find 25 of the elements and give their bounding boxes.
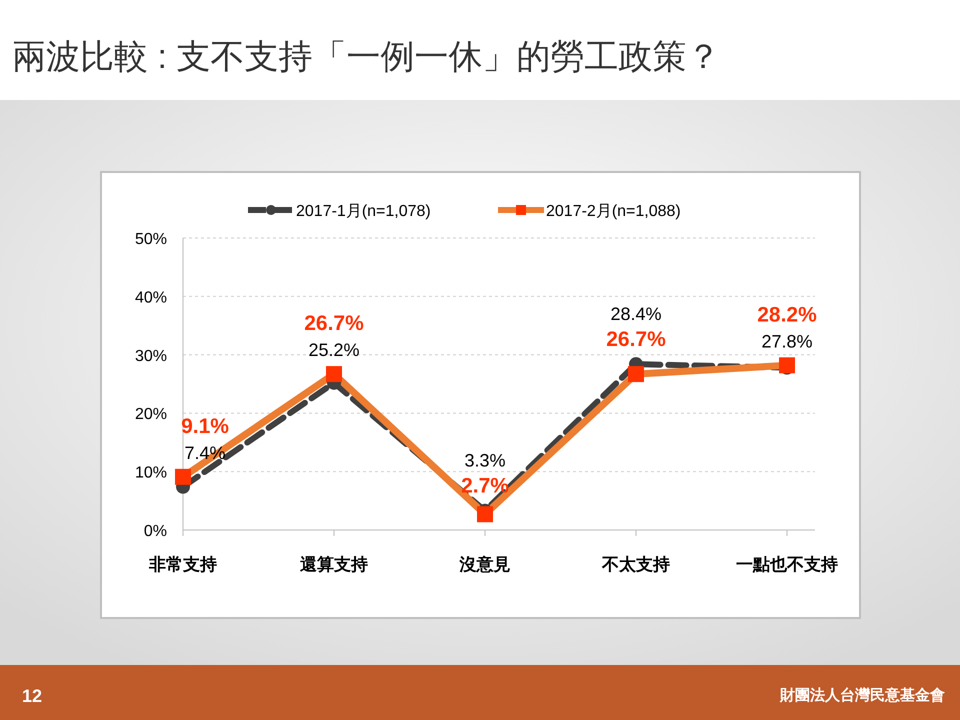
text: 財團法人台灣民意基金會 (779, 687, 945, 704)
data-label: 26.7% (606, 328, 666, 352)
y-tick-label: 0% (144, 523, 167, 540)
x-tick-label: 不太支持 (601, 555, 670, 574)
y-tick-label: 30% (134, 348, 167, 365)
data-label: 27.8% (761, 331, 813, 352)
x-tick-label: 一點也不支持 (736, 555, 838, 574)
y-tick-label: 50% (134, 231, 167, 248)
title: 兩波比較 : 支不支持「一例一休」的勞工政策？ (12, 38, 720, 76)
data-label: 25.2% (308, 340, 360, 360)
data-label: 28.4% (610, 304, 662, 324)
data-label: 2.7% (461, 474, 510, 498)
x-tick-label: 還算支持 (300, 555, 368, 574)
x-tick-label: 非常支持 (148, 555, 217, 574)
legend-label: 2017-1月(n=1,078) (296, 203, 431, 220)
data-label: 26.7% (304, 312, 364, 336)
legend-label: 2017-2月(n=1,088) (546, 203, 681, 220)
y-tick-label: 40% (134, 289, 167, 306)
data-label: 9.1% (181, 414, 230, 438)
y-tick-label: 10% (134, 464, 167, 482)
x-tick-label: 沒意見 (458, 555, 510, 574)
y-tick-label: 20% (134, 406, 167, 424)
data-label: 3.3% (464, 450, 506, 471)
text: 12 (22, 686, 42, 706)
data-label: 28.2% (757, 303, 818, 326)
